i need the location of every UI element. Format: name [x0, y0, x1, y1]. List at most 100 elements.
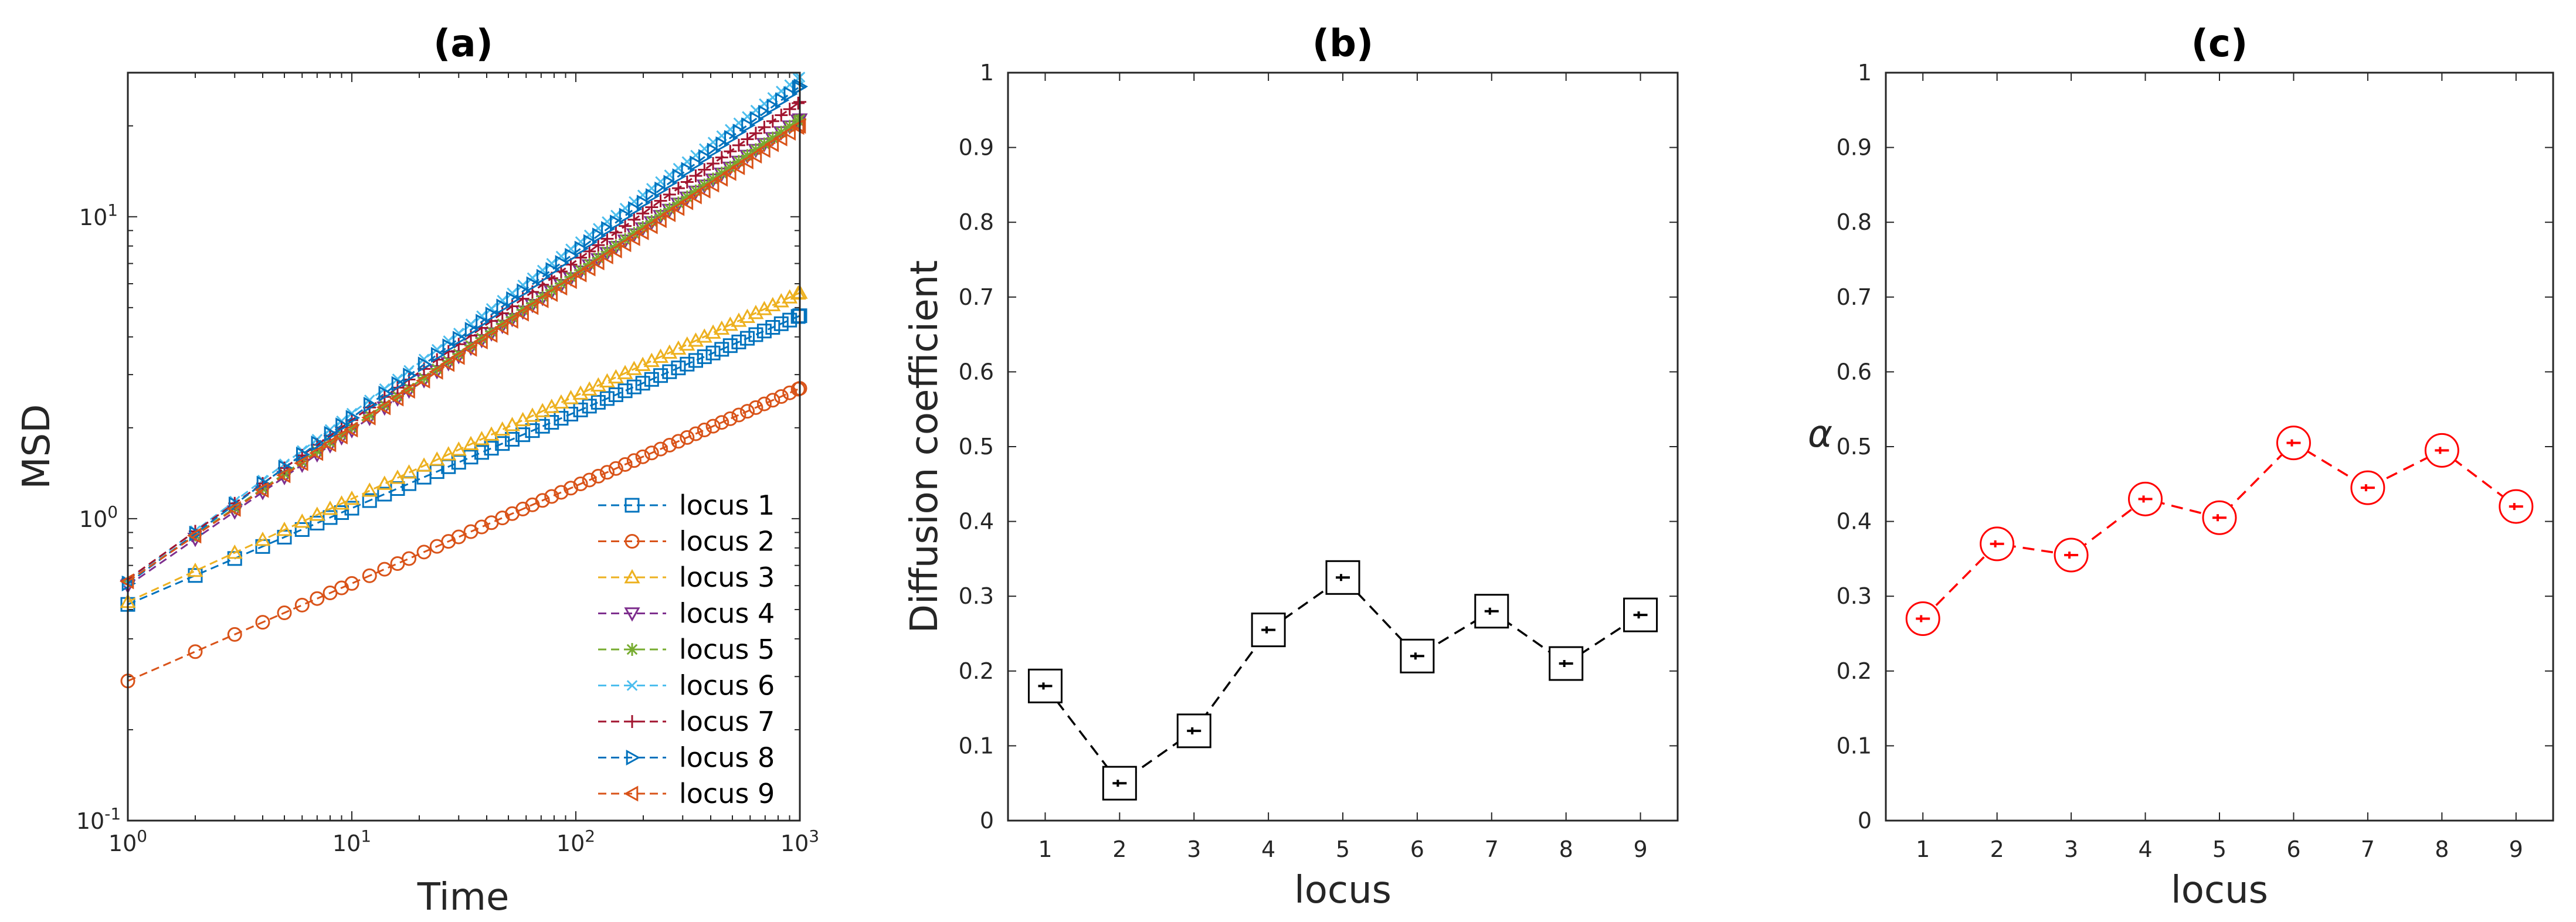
- data-point-locus-5: [345, 421, 358, 434]
- data-point-locus-9: [599, 248, 613, 265]
- x-axis-label: locus: [2171, 869, 2268, 912]
- y-tick-label: 0: [1858, 808, 1872, 833]
- y-axis-label: Diffusion coefficient: [903, 260, 946, 634]
- axes-box: [1885, 72, 2554, 822]
- error-bar: [1410, 652, 1424, 660]
- data-point-locus-2: [227, 627, 242, 642]
- data-point-locus-9: [254, 482, 269, 498]
- panel-b-diffusion: 1 2 3 4 5 6 7 8 9 0 0.1 0.2 0.3 0.4 0.5 0.6 0.7 0.8 0.9 1 (b…: [903, 22, 1679, 912]
- data-point-locus-2: [544, 489, 559, 504]
- data-point-locus-5: [363, 409, 376, 422]
- data-point-locus-2: [599, 465, 615, 480]
- data-point-locus-3: [294, 513, 310, 528]
- data-point: [1251, 613, 1286, 648]
- data-point-locus-2: [515, 501, 531, 516]
- data-point-locus-9: [652, 212, 667, 229]
- y-tick-label: 1: [980, 60, 994, 86]
- data-point-locus-5: [609, 239, 623, 253]
- data-point-locus-2: [765, 393, 780, 408]
- data-point-locus-5: [391, 389, 404, 403]
- data-point-locus-1: [582, 399, 597, 414]
- panel-title: (a): [433, 22, 493, 66]
- data-point-locus-2: [739, 404, 755, 419]
- data-point-locus-8: [574, 240, 589, 257]
- data-point-locus-1: [714, 342, 729, 357]
- data-point-locus-3: [429, 451, 445, 466]
- data-point-locus-8: [690, 155, 704, 172]
- error-bar: [2509, 503, 2523, 511]
- data-point-locus-8: [506, 291, 521, 308]
- data-point-locus-9: [678, 194, 694, 210]
- error-bar: [2286, 439, 2301, 447]
- data-point-locus-9: [572, 266, 587, 283]
- x-tick-label: 1: [1038, 836, 1052, 862]
- data-point-locus-8: [758, 104, 773, 121]
- x-tick-label: 3: [2064, 836, 2078, 862]
- data-point-locus-2: [402, 551, 417, 566]
- data-point-locus-1: [599, 391, 615, 406]
- data-point-locus-2: [644, 445, 659, 461]
- data-point-locus-7: [627, 213, 641, 226]
- data-point-locus-9: [607, 242, 622, 258]
- x-tick-label: 5: [1336, 836, 1350, 862]
- data-point-locus-2: [590, 468, 606, 484]
- data-point-locus-1: [544, 415, 559, 430]
- x-tick-label: 4: [1261, 836, 1275, 862]
- data-point-locus-2: [582, 472, 597, 488]
- x-axis-label: Time: [417, 876, 510, 919]
- data-point-locus-8: [296, 446, 311, 463]
- data-point-locus-8: [485, 307, 500, 323]
- data-point-locus-9: [462, 341, 477, 357]
- data-point-locus-2: [294, 597, 310, 613]
- data-point-locus-9: [376, 399, 391, 416]
- data-point-locus-8: [610, 215, 625, 231]
- data-point-locus-8: [517, 283, 531, 300]
- data-point-locus-9: [514, 305, 529, 322]
- data-point-locus-9: [494, 319, 509, 336]
- legend-marker-locus-2: [625, 534, 640, 549]
- x-tick-label: 8: [1559, 836, 1573, 862]
- y-tick-label: 0.2: [1837, 658, 1872, 684]
- error-bar: [2360, 484, 2375, 492]
- data-point-locus-2: [688, 426, 703, 441]
- data-point-locus-5: [619, 233, 632, 246]
- data-point-locus-5: [654, 209, 667, 222]
- data-point-locus-7: [698, 163, 711, 176]
- data-point-locus-7: [574, 251, 588, 264]
- error-bar: [1038, 682, 1053, 690]
- data-point-locus-1: [680, 356, 695, 372]
- data-point-locus-8: [654, 181, 669, 198]
- data-point-locus-7: [636, 207, 650, 220]
- x-tick-label: 103: [780, 826, 819, 856]
- legend-marker-locus-3: [624, 569, 640, 584]
- panel-title: (c): [2191, 22, 2248, 66]
- y-tick-label: 1: [1858, 60, 1872, 86]
- data-point-locus-1: [294, 522, 310, 537]
- data-point-locus-2: [731, 407, 746, 423]
- data-point-locus-8: [403, 368, 418, 384]
- data-point-locus-9: [308, 445, 324, 461]
- data-point-locus-3: [440, 446, 457, 461]
- data-point-locus-3: [361, 482, 378, 497]
- legend-marker-locus-8: [626, 749, 641, 766]
- error-bar: [1112, 780, 1127, 787]
- data-point-locus-9: [713, 171, 728, 187]
- data-point-locus-8: [476, 314, 490, 330]
- data-point-locus-5: [783, 120, 796, 133]
- panel-c-alpha: 1 2 3 4 5 6 7 8 9 0 0.1 0.2 0.3 0.4 0.5 0.6 0.7 0.8 0.9 1 (c…: [1808, 22, 2554, 912]
- data-point-locus-9: [333, 428, 348, 445]
- data-point-locus-9: [704, 176, 719, 193]
- x-tick-label: 1: [1916, 836, 1930, 862]
- data-point-locus-8: [536, 268, 551, 285]
- data-point-locus-2: [714, 415, 729, 430]
- data-point-locus-5: [636, 220, 650, 234]
- data-point-locus-9: [643, 218, 658, 234]
- data-point-locus-3: [344, 491, 360, 505]
- panel-title: (b): [1312, 22, 1373, 66]
- data-point-locus-6: [555, 250, 567, 262]
- x-tick-label: 6: [1410, 836, 1424, 862]
- x-tick-label: 8: [2435, 836, 2449, 862]
- data-point-locus-3: [483, 426, 500, 441]
- data-point-locus-8: [363, 396, 378, 413]
